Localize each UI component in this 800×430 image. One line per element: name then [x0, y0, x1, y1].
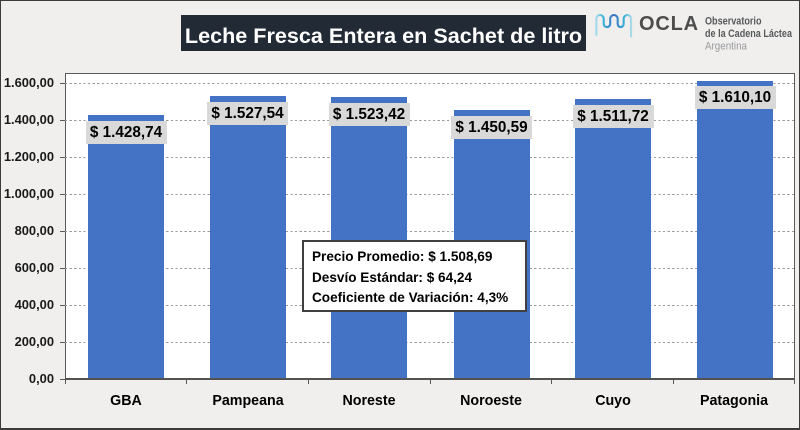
svg-text:Argentina: Argentina	[705, 40, 748, 52]
svg-text:OCLA: OCLA	[639, 13, 699, 35]
svg-text:Observatorio: Observatorio	[705, 15, 762, 27]
svg-text:de la Cadena Láctea: de la Cadena Láctea	[705, 28, 793, 40]
